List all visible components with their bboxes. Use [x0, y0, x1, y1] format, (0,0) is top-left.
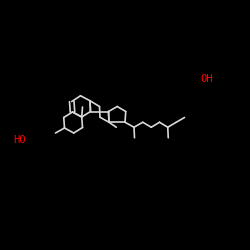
Text: HO: HO — [14, 135, 26, 145]
Text: OH: OH — [200, 74, 212, 84]
